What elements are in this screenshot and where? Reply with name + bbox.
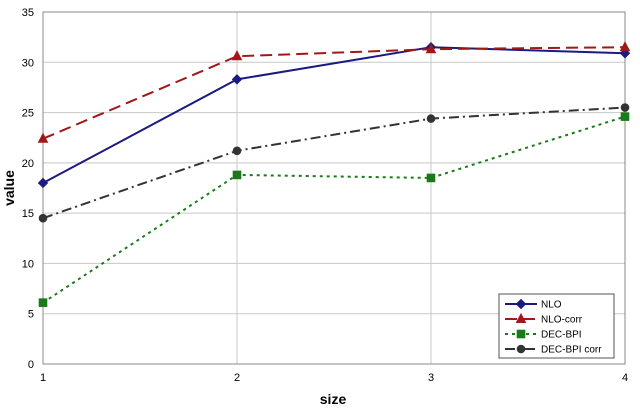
series-dec-bpi-corr — [38, 103, 630, 223]
data-point — [620, 103, 630, 112]
series-line — [42, 46, 626, 140]
series-nlo-corr — [37, 41, 631, 143]
legend-label: NLO — [541, 300, 562, 311]
data-point — [620, 112, 630, 121]
legend-item: NLO-corr — [505, 312, 583, 326]
legend-item: NLO — [505, 298, 562, 311]
y-axis-title: value — [1, 170, 17, 206]
y-tick-label: 35 — [22, 7, 34, 19]
data-point — [232, 170, 242, 180]
legend-label: DEC-BPI corr — [541, 345, 602, 356]
series-line — [42, 106, 626, 220]
data-point — [37, 132, 49, 143]
series-lines — [37, 41, 631, 307]
legend-item: DEC-BPI — [505, 330, 582, 341]
series-dec-bpi — [38, 112, 630, 307]
x-axis-ticks: 1 2 3 4 — [40, 372, 628, 384]
data-point — [37, 177, 49, 189]
y-axis-ticks: 0 5 10 15 20 25 30 35 — [22, 7, 34, 371]
legend-marker — [515, 312, 527, 323]
series-line — [42, 46, 626, 184]
legend-marker — [516, 329, 526, 339]
data-point — [425, 43, 437, 54]
data-point — [426, 114, 436, 123]
data-point — [232, 146, 242, 156]
legend-label: NLO-corr — [541, 315, 583, 326]
data-point — [231, 74, 243, 85]
data-point — [426, 173, 436, 183]
x-axis-title: size — [320, 391, 347, 407]
y-tick-label: 30 — [22, 57, 34, 69]
legend-marker — [515, 298, 527, 310]
legend-marker — [516, 344, 526, 354]
x-tick-label: 1 — [40, 372, 46, 384]
y-tick-label: 20 — [22, 158, 34, 170]
legend-item: DEC-BPI corr — [505, 345, 602, 356]
data-point — [38, 213, 48, 223]
y-tick-label: 0 — [28, 359, 34, 371]
legend: NLO NLO-corr DEC-BPI DEC-BPI corr — [498, 293, 615, 359]
data-point — [231, 50, 243, 61]
data-point — [619, 41, 631, 52]
data-point — [38, 298, 48, 307]
x-tick-label: 3 — [428, 372, 434, 384]
y-tick-label: 10 — [22, 258, 34, 270]
series-line — [42, 115, 626, 304]
legend-label: DEC-BPI — [541, 330, 582, 341]
y-tick-label: 15 — [22, 208, 34, 220]
y-tick-label: 5 — [28, 309, 34, 321]
series-nlo — [37, 41, 631, 189]
x-tick-label: 4 — [622, 372, 628, 384]
y-tick-label: 25 — [22, 108, 34, 120]
x-tick-label: 2 — [234, 372, 240, 384]
